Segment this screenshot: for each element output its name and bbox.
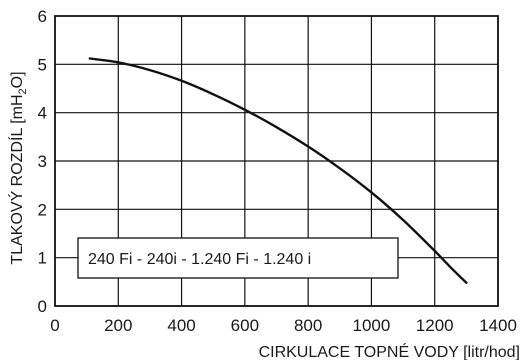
- plot-frame: [54, 15, 499, 307]
- x-tick-labels: 0 200 400 600 800 1000 1200 1400: [50, 316, 517, 335]
- y-tick-labels: 0 1 2 3 4 5 6: [38, 7, 47, 316]
- y-axis-title-main: TLAKOVÝ ROZDÍL [mH: [7, 94, 26, 264]
- legend: 240 Fi - 240i - 1.240 Fi - 1.240 i: [77, 237, 399, 279]
- y-tick-label: 5: [38, 55, 47, 74]
- y-axis-title: TLAKOVÝ ROZDÍL [mH2O]: [7, 71, 29, 264]
- x-tick-label: 400: [167, 316, 195, 335]
- legend-box: [77, 237, 399, 279]
- x-tick-label: 1000: [353, 316, 391, 335]
- plot-border: [54, 15, 499, 307]
- y-tick-label: 4: [38, 104, 47, 123]
- y-tick-label: 3: [38, 152, 47, 171]
- y-axis-title-subscript: 2: [17, 88, 29, 94]
- y-tick-label: 1: [38, 249, 47, 268]
- legend-label: 240 Fi - 240i - 1.240 Fi - 1.240 i: [88, 251, 311, 268]
- x-tick-label: 1400: [479, 316, 517, 335]
- x-tick-label: 0: [50, 316, 59, 335]
- series-line: [88, 57, 468, 284]
- series-layer: [88, 57, 468, 284]
- x-tick-label: 600: [231, 316, 259, 335]
- y-tick-label: 6: [38, 7, 47, 26]
- y-axis-title-end: O]: [9, 71, 26, 88]
- y-tick-label: 0: [38, 297, 47, 316]
- x-tick-label: 800: [294, 316, 322, 335]
- x-tick-label: 1200: [416, 316, 454, 335]
- y-tick-label: 2: [38, 200, 47, 219]
- x-axis-title: CIRKULACE TOPNÉ VODY [litr/hod]: [259, 342, 520, 360]
- x-tick-label: 200: [104, 316, 132, 335]
